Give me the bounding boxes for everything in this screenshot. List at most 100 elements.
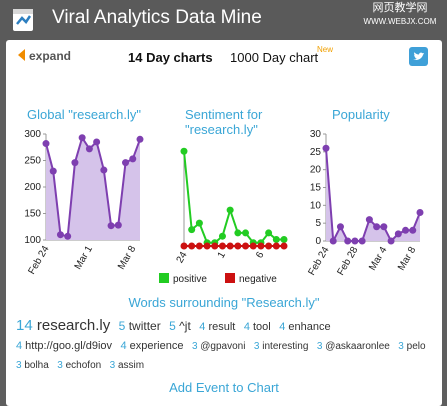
x-tick-label: 6 xyxy=(254,250,267,261)
y-tick-label: 30 xyxy=(310,129,322,140)
data-point xyxy=(265,229,273,237)
word-text: research.ly xyxy=(32,317,111,334)
expand-button[interactable]: expand xyxy=(18,49,71,63)
data-point xyxy=(42,140,50,148)
data-point xyxy=(329,237,337,245)
word-count: 5 xyxy=(169,319,176,333)
data-point xyxy=(188,242,196,250)
data-point xyxy=(280,242,288,250)
data-point xyxy=(257,242,265,250)
word-count: 4 xyxy=(279,321,286,333)
word-count: 3 xyxy=(191,341,198,352)
watermark-sub: WWW.WEBJX.COM xyxy=(363,17,437,26)
data-point xyxy=(380,223,388,231)
chart-title-sentiment: Sentiment for "research.ly" xyxy=(185,107,263,137)
word-text: @gpavoni xyxy=(197,341,246,352)
y-tick-label: 25 xyxy=(310,147,322,158)
word-item: 4 experience xyxy=(120,336,183,353)
data-point xyxy=(195,219,203,227)
watermark: 网页教学网 WWW.WEBJX.COM xyxy=(359,2,441,28)
data-point xyxy=(280,235,288,243)
x-tick-label: Mar 8 xyxy=(116,244,139,272)
expand-label: expand xyxy=(29,49,72,63)
tab-1000-day[interactable]: 1000 Day chart xyxy=(230,50,319,65)
data-point xyxy=(344,237,352,245)
data-point xyxy=(218,242,226,250)
data-point xyxy=(242,242,250,250)
word-item: 4 enhance xyxy=(279,317,330,334)
data-point xyxy=(188,226,196,234)
data-point xyxy=(49,167,57,175)
word-text: ^jt xyxy=(175,319,191,333)
watermark-main: 网页教学网 xyxy=(372,2,428,14)
y-tick-label: 250 xyxy=(24,156,41,167)
word-text: result xyxy=(205,321,236,333)
word-text: experience xyxy=(126,340,184,352)
data-point xyxy=(272,235,280,243)
word-count: 4 xyxy=(16,340,23,352)
data-point xyxy=(211,242,219,250)
data-point xyxy=(114,221,122,229)
word-cloud: 14 research.ly 5 twitter 5 ^jt 4 result … xyxy=(16,317,436,374)
word-text: @askaaronlee xyxy=(322,341,390,352)
x-tick-label: Feb 24 xyxy=(27,244,52,277)
add-event-link[interactable]: Add Event to Chart xyxy=(169,380,279,395)
x-tick-label: Feb 28 xyxy=(335,245,360,278)
legend-label-positive: positive xyxy=(173,274,207,285)
y-tick-label: 150 xyxy=(24,209,41,220)
x-tick-label: 1 xyxy=(216,250,229,261)
data-point xyxy=(416,208,424,216)
app-title: Viral Analytics Data Mine xyxy=(52,7,262,28)
twitter-icon xyxy=(413,52,424,60)
data-point xyxy=(234,242,242,250)
word-item: 3 pelo xyxy=(398,336,425,353)
data-point xyxy=(351,237,359,245)
word-item: 5 twitter xyxy=(119,317,161,334)
series-line-positive xyxy=(183,151,284,244)
y-tick-label: 15 xyxy=(310,183,322,194)
y-tick-label: 10 xyxy=(310,200,322,211)
legend-swatch-negative xyxy=(225,273,235,283)
word-count: 3 xyxy=(253,341,260,352)
data-point xyxy=(249,242,257,250)
data-point xyxy=(218,232,226,240)
data-point xyxy=(100,166,108,174)
word-item: 3 assim xyxy=(110,355,144,372)
word-text: bolha xyxy=(21,360,49,371)
data-point xyxy=(195,242,203,250)
word-text: echofon xyxy=(62,360,102,371)
word-text: assim xyxy=(115,360,145,371)
word-item: 3 echofon xyxy=(57,355,101,372)
tab-14-day[interactable]: 14 Day charts xyxy=(128,50,213,65)
data-point xyxy=(93,138,101,146)
data-point xyxy=(71,159,79,167)
data-point xyxy=(180,147,188,155)
data-point xyxy=(64,232,72,240)
y-tick-label: 200 xyxy=(24,182,41,193)
word-count: 3 xyxy=(109,360,116,371)
legend-label-negative: negative xyxy=(239,274,277,285)
main-panel: expand 14 Day charts 1000 Day chart New … xyxy=(6,40,442,406)
data-point xyxy=(409,226,417,234)
data-point xyxy=(242,229,250,237)
data-point xyxy=(402,226,410,234)
data-point xyxy=(107,222,115,230)
x-tick-label: 24 xyxy=(175,250,190,266)
y-tick-label: 20 xyxy=(310,165,322,176)
word-count: 4 xyxy=(243,321,250,333)
chart-title-global: Global "research.ly" xyxy=(27,107,141,122)
x-tick-label: Feb 24 xyxy=(307,245,332,278)
data-point xyxy=(358,237,366,245)
chart-title-popularity: Popularity xyxy=(332,107,390,122)
data-point xyxy=(203,242,211,250)
twitter-button[interactable] xyxy=(409,47,428,66)
y-tick-label: 5 xyxy=(315,218,321,229)
header-bar: Viral Analytics Data Mine 网页教学网 WWW.WEBJ… xyxy=(0,0,447,40)
data-point xyxy=(56,231,64,239)
data-point xyxy=(85,145,93,153)
data-point xyxy=(365,216,373,224)
word-item: 4 result xyxy=(199,317,235,334)
word-count: 4 xyxy=(199,321,206,333)
data-point xyxy=(387,237,395,245)
word-count: 5 xyxy=(118,319,126,333)
